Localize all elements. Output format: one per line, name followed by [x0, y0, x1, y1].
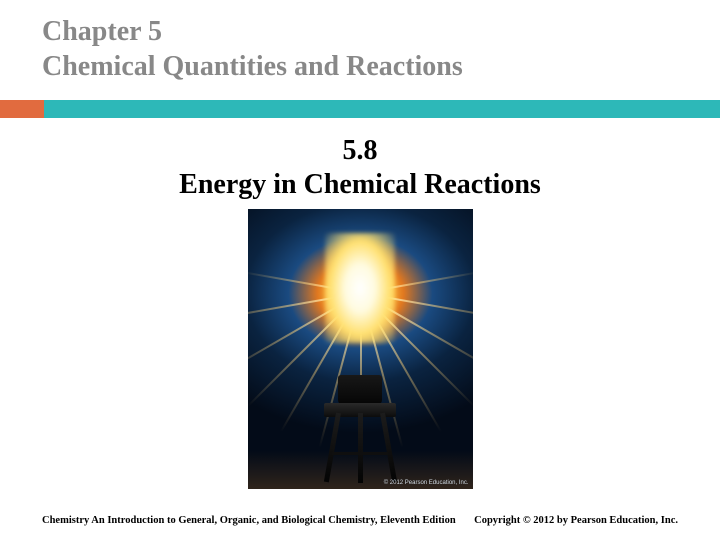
- slide-header: Chapter 5 Chemical Quantities and Reacti…: [0, 0, 720, 94]
- section-number: 5.8: [0, 134, 720, 168]
- stool-brace: [332, 452, 388, 455]
- flash-core: [325, 233, 395, 343]
- chapter-number: Chapter 5: [42, 14, 678, 49]
- figure-container: © 2012 Pearson Education, Inc.: [0, 209, 720, 489]
- image-credit: © 2012 Pearson Education, Inc.: [384, 480, 469, 486]
- slide-footer: Chemistry An Introduction to General, Or…: [0, 515, 720, 526]
- stool-leg: [358, 413, 363, 483]
- footer-copyright: Copyright © 2012 by Pearson Education, I…: [474, 515, 678, 526]
- accent-bar: [0, 100, 720, 118]
- crucible: [338, 375, 382, 405]
- footer-book-title: Chemistry An Introduction to General, Or…: [42, 515, 456, 526]
- section-title: Energy in Chemical Reactions: [0, 168, 720, 202]
- accent-bar-right: [44, 100, 720, 118]
- accent-bar-left: [0, 100, 44, 118]
- section-heading: 5.8 Energy in Chemical Reactions: [0, 134, 720, 201]
- thermite-figure: © 2012 Pearson Education, Inc.: [248, 209, 473, 489]
- chapter-title: Chemical Quantities and Reactions: [42, 49, 678, 84]
